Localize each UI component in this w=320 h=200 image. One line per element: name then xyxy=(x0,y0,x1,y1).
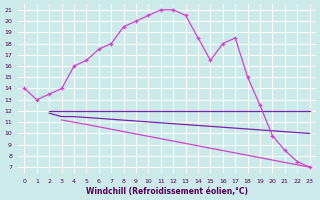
X-axis label: Windchill (Refroidissement éolien,°C): Windchill (Refroidissement éolien,°C) xyxy=(86,187,248,196)
